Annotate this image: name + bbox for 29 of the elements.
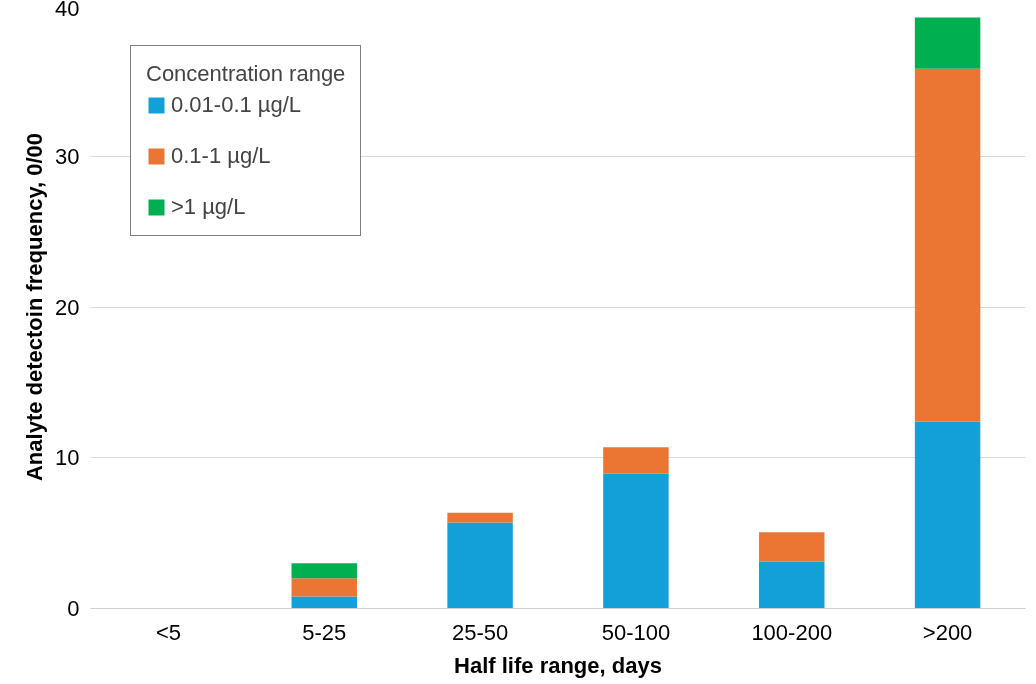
legend-title: Concentration range [146, 61, 346, 87]
bar [759, 532, 825, 562]
x-tick-label: 100-200 [751, 619, 833, 645]
bar [603, 447, 669, 474]
bar [914, 17, 981, 69]
legend-label: 0.01-0.1 µg/L [171, 92, 302, 118]
y-tick-label: 10 [55, 445, 80, 471]
bar [447, 522, 513, 609]
x-tick-label: 25-50 [451, 619, 509, 645]
y-tick-label: 40 [55, 0, 80, 21]
bar [447, 512, 513, 523]
x-axis-title: Half life range, days [454, 652, 662, 678]
bar [603, 473, 669, 609]
bar [759, 561, 825, 609]
x-tick-label: <5 [155, 619, 181, 645]
legend-label: 0.1-1 µg/L [171, 143, 271, 169]
legend-label: >1 µg/L [171, 194, 246, 220]
x-tick-label: >200 [922, 619, 973, 645]
y-tick-label: 30 [55, 143, 80, 169]
bar [291, 578, 357, 597]
x-tick-label: 50-100 [601, 619, 671, 645]
bar [914, 421, 981, 609]
x-tick-label: 5-25 [302, 619, 347, 645]
y-axis-title: Analyte detectoin frequency, 0/00 [22, 132, 48, 482]
y-tick-label: 0 [67, 596, 80, 621]
y-tick-label: 20 [55, 294, 80, 320]
bar [914, 68, 981, 422]
bar [291, 563, 357, 579]
bar [291, 596, 357, 609]
